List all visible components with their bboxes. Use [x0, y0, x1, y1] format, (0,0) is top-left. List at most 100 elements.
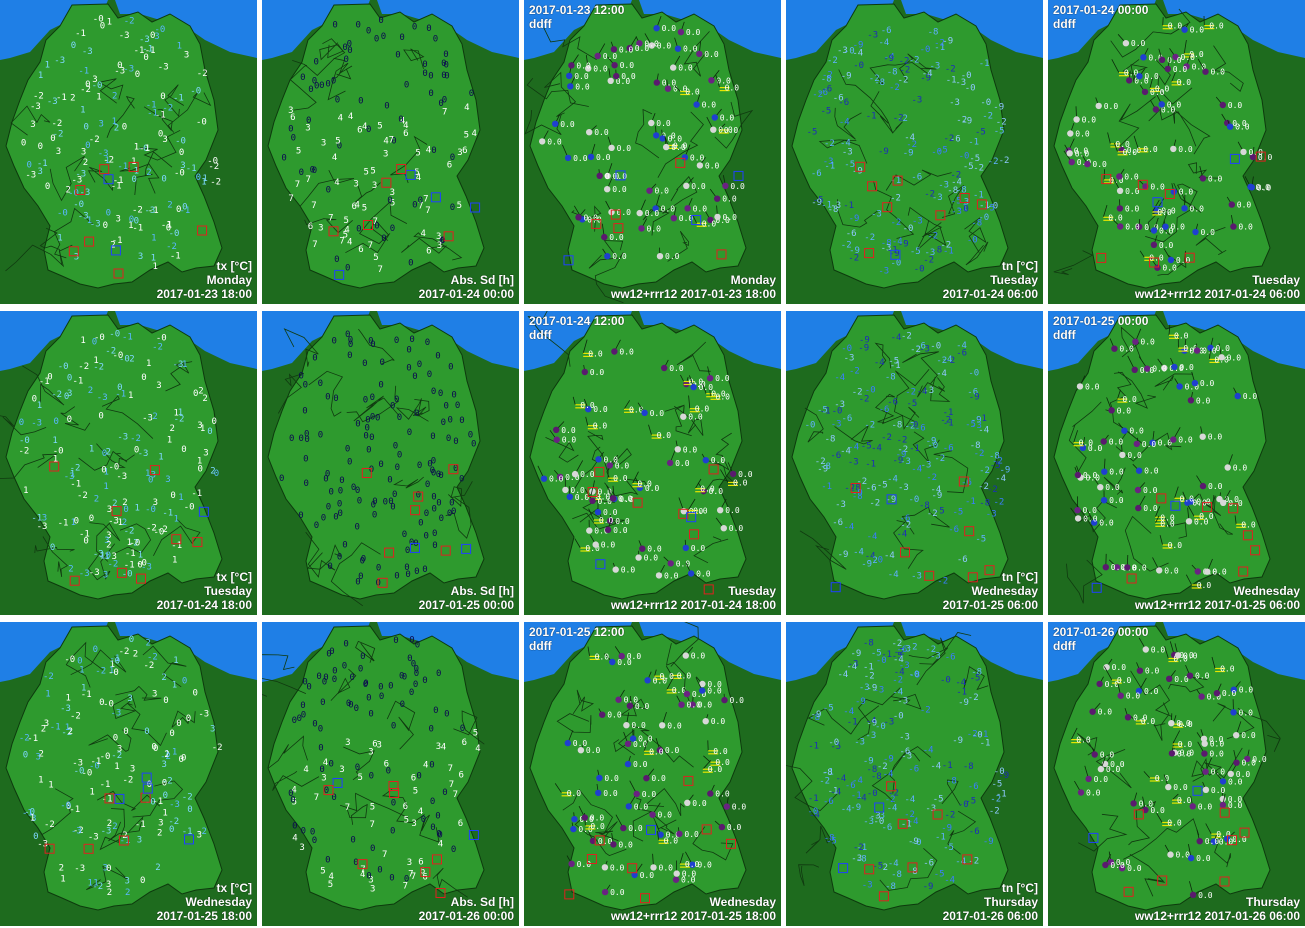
- weather-symbol: [553, 436, 560, 443]
- state-border: [673, 405, 704, 436]
- station-value: 0: [292, 822, 297, 832]
- north-sea: [262, 0, 342, 60]
- precip-value: 0.0: [1100, 751, 1115, 760]
- station-value: -6: [842, 414, 853, 424]
- station-value: 0: [402, 672, 407, 682]
- station-value: 0: [326, 503, 331, 513]
- station-value: 0: [431, 468, 436, 478]
- station-value: -2: [111, 751, 122, 761]
- map-tile[interactable]: -6 -8 -2 -3 -9 -8 -0 -1 -2 -3 -4 -6 -3 -2 -2 -1 -8 -5 -9 -2…: [786, 0, 1043, 304]
- station-value: 4: [291, 785, 296, 795]
- station-value: -2: [123, 776, 134, 786]
- station-value: 4: [347, 237, 352, 247]
- map-tile[interactable]: 0.0 0.0 0.0 0.0 0.0 0.0 0.0 0.0 0.0 0.0 0.0 0.0 0.0 0…: [1048, 0, 1305, 304]
- station-value: -1: [73, 377, 84, 387]
- station-value: -4: [887, 475, 898, 485]
- map-tile[interactable]: -5 -5 -1 -3 -6 -2 -2 -1 -2 -4 -4 -4 -2 -2 -2 -9 -6 -0 -1 -2…: [786, 311, 1043, 615]
- station-value: -4: [839, 117, 850, 127]
- state-border: [1110, 8, 1191, 58]
- precip-value: 0.0: [573, 154, 588, 163]
- map-tile[interactable]: 0 -0 -0 2 -1 -1 0 2 -3 0 1 -3 -0 0 -0 -2 -0 2 1 1 2 0 1 0 0 -3 -2-…: [0, 0, 257, 304]
- state-border: [1147, 209, 1170, 236]
- precip-value: 0.0: [612, 252, 627, 261]
- state-border: [527, 311, 571, 367]
- station-value: -2: [864, 672, 875, 682]
- station-value: -4: [809, 810, 820, 820]
- station-value: -2: [124, 527, 135, 537]
- station-value: 6: [418, 857, 423, 867]
- precip-value: 0.0: [715, 374, 730, 383]
- station-value: 0: [417, 461, 422, 471]
- weather-symbol: [1171, 363, 1178, 371]
- station-value: -3: [900, 644, 911, 654]
- precip-value: 0.0: [729, 524, 744, 533]
- weather-symbol: [674, 446, 681, 453]
- map-tile[interactable]: 0.0 0.0 0.0 0.0 0.0 0.0 0.0 0.0 0.0 0.0 0.0 0.0 0.0 0…: [1048, 311, 1305, 615]
- wind-barb: [572, 396, 576, 405]
- top-datetime-label: 2017-01-24 00:00: [1053, 3, 1149, 17]
- station-value: 0: [338, 509, 343, 519]
- precip-value: 0.0: [561, 426, 576, 435]
- station-value: -2: [950, 171, 961, 181]
- precip-value: 0.0: [603, 52, 618, 61]
- weather-symbol: [1073, 116, 1080, 123]
- weather-symbol: [1244, 755, 1251, 763]
- map-tile[interactable]: 0.0 0.0 0.0 0.0 0.0 0.0 0.0 0.0 0.0 0.0 0.0 0.0 0.0 0…: [524, 311, 781, 615]
- map-tile[interactable]: 0.0 0.0 0.0 0.0 0.0 0.0 0.0 0.0 0.0 0.0 0.0 0.0 0.0 0…: [524, 0, 781, 304]
- state-border: [34, 788, 74, 836]
- station-value: -8: [928, 28, 939, 38]
- station-value: 2: [210, 466, 215, 476]
- station-value: -0: [909, 670, 920, 680]
- station-value: -5: [892, 651, 903, 661]
- precip-value: 0.0: [1144, 467, 1159, 476]
- precip-value: 0.0: [1210, 740, 1225, 749]
- station-value: -4: [874, 358, 885, 368]
- station-square: [49, 461, 60, 472]
- map-tile[interactable]: 1 2 3 -1 0 2 -1 2 -3 0 1 1 -2 -0 1 -1 -1 -2 -3 1 0 -2 -1 -3 -1 -1…: [0, 311, 257, 615]
- state-border: [562, 789, 613, 835]
- state-border: [358, 201, 408, 245]
- state-border: [65, 641, 104, 688]
- state-border: [353, 182, 381, 205]
- precip-value: 0.0: [1173, 783, 1188, 792]
- map-tile[interactable]: -0 -3 -2 -2 -2 2 1 2 0 -3 1 3 -1 2 -0 2 0 3 0 -2 3 1 -3 0 1 -0 2 1 0…: [0, 622, 257, 926]
- station-square: [430, 192, 441, 203]
- state-border: [97, 790, 161, 811]
- station-value: 0: [377, 866, 382, 876]
- station-square: [1156, 493, 1167, 504]
- station-value: -8: [863, 639, 874, 649]
- station-value: -0: [832, 407, 843, 417]
- precip-value: 0.0: [1167, 819, 1182, 828]
- station-value: 0: [354, 704, 359, 714]
- state-border: [262, 678, 307, 697]
- precip-value: 0.0: [647, 224, 662, 233]
- station-value: -3: [901, 751, 912, 761]
- precip-value: 0.0: [603, 508, 618, 517]
- weather-symbol: [552, 120, 559, 128]
- station-value: -1: [934, 43, 945, 53]
- north-sea: [262, 622, 342, 682]
- precip-value: 0.0: [1189, 50, 1204, 59]
- station-value: 0: [428, 72, 433, 82]
- station-value: -6: [882, 823, 893, 833]
- state-border: [879, 848, 938, 891]
- station-value: 2: [83, 158, 88, 168]
- weather-symbol: [626, 44, 633, 52]
- precip-value: 0.0: [1177, 796, 1192, 805]
- station-value: -4: [917, 387, 928, 397]
- map-tile[interactable]: -4 -2 -9 -4 -2 -2 -6 -1 -1 -4 -4 -2 -9 -3 -3 -8 -3 -8 -3 -5…: [786, 622, 1043, 926]
- station-value: 0: [436, 830, 441, 840]
- map-tile[interactable]: 0.0 0.0 0.0 0.0 0.0 0.0 0.0 0.0 0.0 0.0 0.0 0.0 0.0 0…: [524, 622, 781, 926]
- precip-value: 0.0: [1074, 147, 1089, 156]
- station-value: -5: [817, 406, 828, 416]
- station-value: -2: [130, 434, 141, 444]
- state-border: [588, 240, 624, 269]
- precip-value: 0.0: [722, 195, 737, 204]
- weather-symbol: [653, 79, 660, 86]
- weather-symbol: [1124, 714, 1132, 721]
- map-tile[interactable]: 0.0 0.0 0.0 0.0 0.0 0.0 0.0 0.0 0.0 0.0 0.0 0.0 0.0 0…: [1048, 622, 1305, 926]
- precip-value: 0.0: [1125, 204, 1140, 213]
